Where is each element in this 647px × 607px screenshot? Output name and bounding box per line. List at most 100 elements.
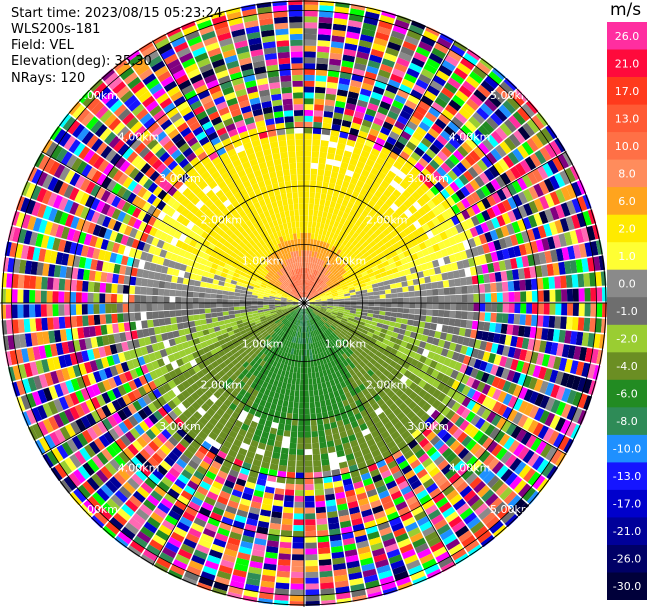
- ppi-gate: [312, 291, 318, 296]
- ppi-gate: [463, 423, 475, 435]
- ppi-gate: [307, 280, 310, 286]
- ppi-gate: [431, 123, 443, 135]
- ppi-gate: [463, 52, 479, 66]
- ppi-gate: [305, 595, 320, 602]
- ppi-gate: [58, 291, 65, 303]
- ppi-gate: [234, 310, 241, 314]
- ppi-gate: [320, 294, 327, 298]
- ppi-gate: [315, 303, 322, 305]
- ppi-gate: [336, 313, 343, 318]
- ppi-gate: [359, 332, 367, 338]
- ppi-gate: [450, 369, 459, 380]
- ppi-gate: [307, 262, 311, 269]
- ppi-gate: [310, 288, 315, 294]
- ppi-gate: [291, 425, 298, 432]
- ppi-gate: [370, 279, 378, 285]
- ppi-gate: [308, 306, 314, 310]
- ppi-gate: [326, 212, 333, 220]
- ppi-gate: [320, 318, 326, 324]
- ppi-gate: [204, 308, 211, 314]
- ppi-gate: [223, 286, 230, 292]
- ppi-gate: [105, 314, 112, 324]
- ppi-gate: [344, 206, 352, 215]
- ppi-gate: [305, 560, 318, 567]
- ppi-gate: [323, 205, 330, 213]
- ppi-gate: [475, 61, 491, 75]
- ppi-gate: [567, 345, 576, 359]
- ppi-gate: [373, 310, 380, 315]
- ppi-gate: [376, 74, 389, 85]
- ppi-gate: [181, 303, 188, 310]
- ppi-gate: [194, 320, 201, 327]
- ppi-gate: [223, 315, 230, 320]
- ppi-gate: [560, 316, 567, 330]
- ppi-gate: [552, 262, 560, 276]
- ppi-gate: [379, 194, 389, 203]
- ppi-gate: [158, 288, 165, 296]
- ppi-gate: [483, 273, 491, 284]
- ppi-gate: [517, 191, 528, 205]
- ppi-gate: [378, 373, 387, 382]
- ppi-gate: [1, 304, 7, 319]
- ppi-gate: [478, 284, 485, 293]
- ppi-gate: [365, 334, 372, 341]
- ppi-gate: [443, 340, 451, 350]
- ppi-gate: [340, 319, 347, 324]
- ppi-gate: [304, 291, 306, 298]
- ppi-gate: [351, 204, 360, 212]
- ppi-gate: [350, 305, 357, 309]
- ppi-gate: [465, 218, 475, 229]
- ppi-gate: [462, 103, 476, 116]
- ppi-gate: [304, 250, 307, 257]
- ppi-gate: [361, 169, 370, 178]
- ppi-gate: [419, 183, 430, 193]
- ppi-gate: [305, 262, 309, 269]
- ppi-gate: [406, 120, 418, 131]
- ppi-gate: [552, 156, 564, 172]
- ppi-gate: [358, 321, 366, 326]
- ppi-gate: [319, 273, 325, 280]
- ppi-gate: [366, 331, 374, 338]
- ppi-gate: [397, 333, 405, 341]
- ppi-gate: [251, 303, 258, 306]
- ppi-gate: [584, 303, 591, 317]
- ppi-gate: [544, 341, 553, 354]
- ppi-gate: [432, 303, 439, 310]
- ppi-gate: [409, 297, 416, 303]
- ppi-gate: [312, 245, 316, 252]
- ppi-gate: [387, 352, 396, 360]
- ppi-gate: [573, 346, 582, 360]
- ppi-gate: [511, 498, 526, 513]
- ppi-gate: [308, 296, 314, 300]
- ppi-gate: [454, 416, 465, 428]
- ppi-gate: [312, 139, 321, 146]
- ppi-gate: [318, 430, 325, 437]
- ppi-gate: [408, 223, 417, 233]
- ppi-gate: [378, 286, 385, 291]
- ppi-gate: [338, 250, 345, 258]
- ppi-gate: [304, 80, 315, 87]
- ppi-gate: [454, 112, 468, 124]
- ppi-ray: [309, 305, 575, 454]
- ppi-gate: [392, 343, 401, 351]
- ppi-gate: [417, 142, 429, 153]
- ppi-gate: [335, 249, 342, 256]
- ppi-gate: [291, 566, 304, 573]
- ppi-gate: [356, 273, 363, 279]
- ppi-gate: [490, 148, 502, 161]
- ppi-gate: [417, 172, 428, 183]
- ppi-gate: [432, 259, 440, 268]
- ppi-gate: [487, 262, 495, 273]
- ppi-gate: [447, 169, 458, 181]
- ppi-gate: [437, 317, 444, 325]
- ppi-gate: [336, 89, 348, 97]
- ppi-gate: [350, 303, 357, 306]
- ppi-gate: [325, 310, 332, 314]
- ppi-gate: [411, 326, 419, 333]
- ppi-gate: [311, 425, 318, 432]
- ppi-gate: [210, 293, 217, 299]
- ppi-gate: [343, 336, 350, 342]
- ppi-gate: [445, 333, 453, 342]
- ppi-gate: [338, 323, 345, 329]
- ppi-ray: [309, 164, 582, 301]
